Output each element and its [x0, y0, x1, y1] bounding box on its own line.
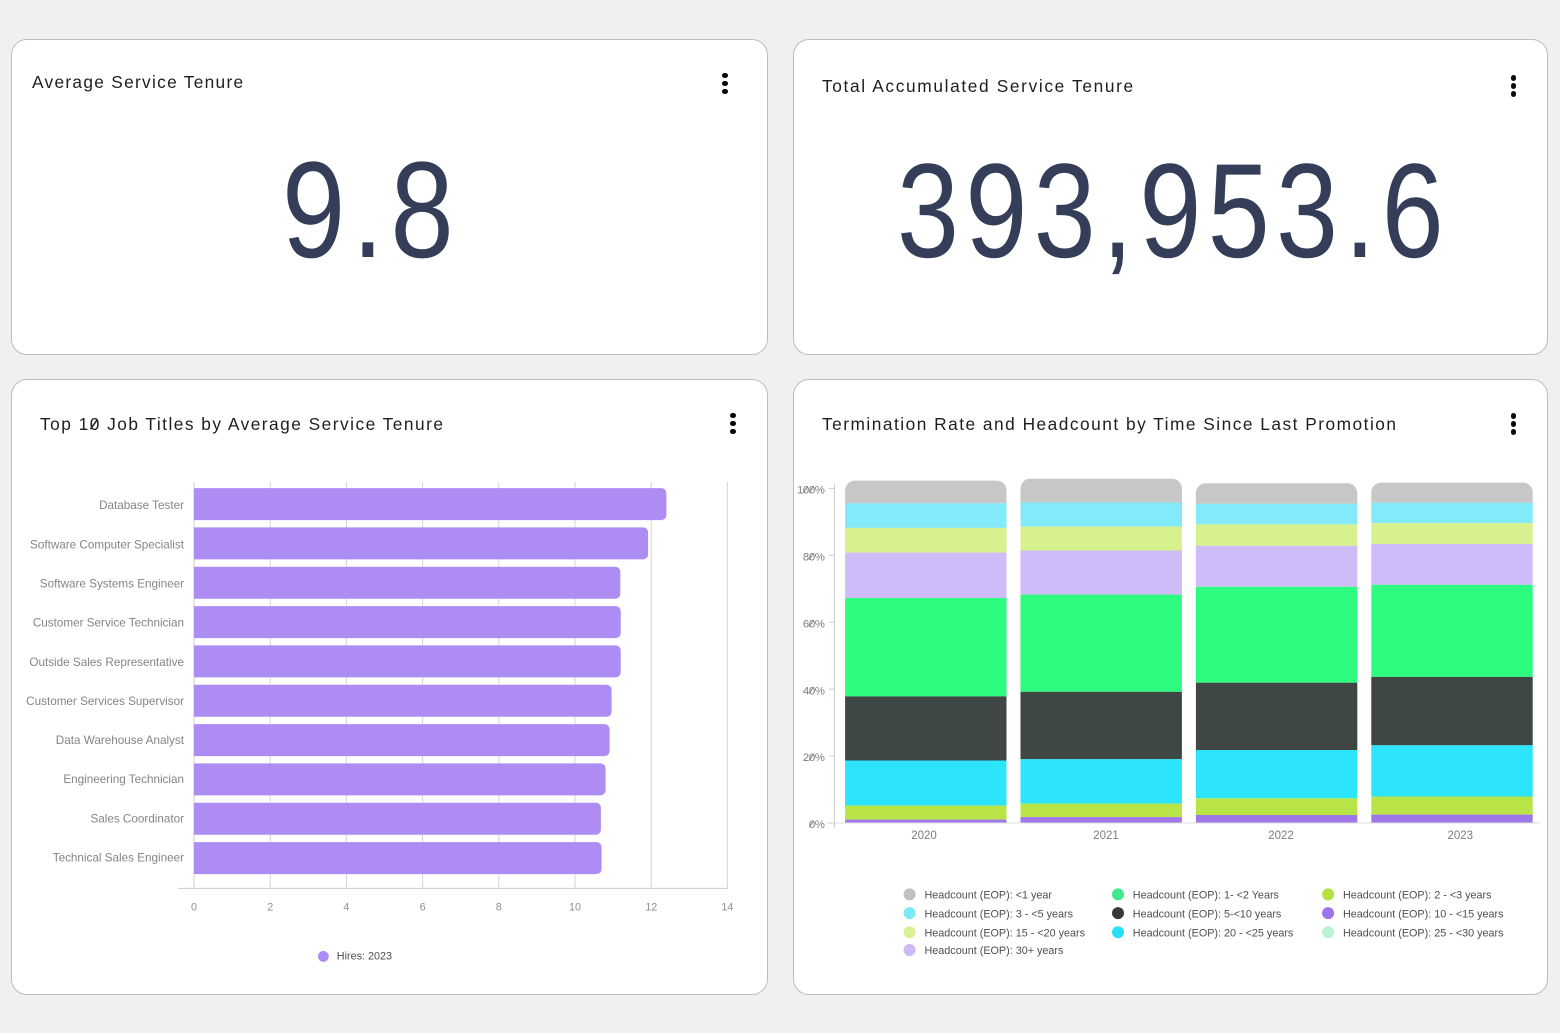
svg-text:Engineering Technician: Engineering Technician [63, 773, 184, 786]
svg-text:Headcount (EOP): 3 - <5 years: Headcount (EOP): 3 - <5 years [925, 908, 1074, 920]
svg-text:10: 10 [569, 902, 581, 914]
svg-text:Software Systems Engineer: Software Systems Engineer [40, 578, 184, 591]
svg-text:2: 2 [267, 902, 273, 914]
svg-text:Hires: 2023: Hires: 2023 [337, 951, 392, 963]
svg-text:Headcount (EOP): 10 - <15 year: Headcount (EOP): 10 - <15 years [1343, 908, 1504, 920]
svg-text:4: 4 [343, 902, 349, 914]
svg-text:Software Computer Specialist: Software Computer Specialist [30, 538, 185, 551]
svg-text:20%: 20% [803, 752, 825, 764]
svg-text:0: 0 [191, 902, 197, 914]
svg-text:Headcount (EOP): 5-<10 years: Headcount (EOP): 5-<10 years [1133, 908, 1282, 920]
svg-text:14: 14 [721, 902, 733, 914]
svg-text:Customer Services Supervisor: Customer Services Supervisor [26, 695, 184, 708]
svg-text:Headcount (EOP): 15 - <20 year: Headcount (EOP): 15 - <20 years [925, 928, 1086, 940]
svg-text:2021: 2021 [1093, 830, 1119, 842]
svg-text:Headcount (EOP): 20 - <25 year: Headcount (EOP): 20 - <25 years [1133, 928, 1294, 940]
svg-text:2020: 2020 [911, 830, 937, 842]
svg-text:2022: 2022 [1268, 830, 1294, 842]
svg-text:Headcount (EOP): <1 year: Headcount (EOP): <1 year [925, 890, 1053, 902]
svg-text:Headcount (EOP): 2 - <3 years: Headcount (EOP): 2 - <3 years [1343, 890, 1492, 902]
svg-text:60%: 60% [803, 618, 825, 630]
svg-text:Database Tester: Database Tester [99, 499, 184, 512]
svg-text:Sales Coordinator: Sales Coordinator [90, 812, 184, 825]
svg-text:Data Warehouse Analyst: Data Warehouse Analyst [56, 734, 185, 747]
svg-text:2023: 2023 [1448, 830, 1474, 842]
svg-text:Headcount (EOP): 25 - <30 year: Headcount (EOP): 25 - <30 years [1343, 928, 1504, 940]
svg-text:Headcount (EOP): 1- <2 Years: Headcount (EOP): 1- <2 Years [1133, 890, 1280, 902]
svg-text:Customer Service Technician: Customer Service Technician [33, 617, 184, 630]
svg-text:Technical Sales Engineer: Technical Sales Engineer [53, 851, 184, 864]
svg-text:Headcount (EOP): 30+ years: Headcount (EOP): 30+ years [925, 945, 1065, 957]
svg-text:12: 12 [645, 902, 657, 914]
svg-text:8: 8 [496, 902, 502, 914]
svg-text:80%: 80% [803, 552, 825, 564]
svg-text:6: 6 [420, 902, 426, 914]
svg-text:Outside Sales Representative: Outside Sales Representative [29, 656, 184, 669]
svg-text:40%: 40% [803, 685, 825, 697]
